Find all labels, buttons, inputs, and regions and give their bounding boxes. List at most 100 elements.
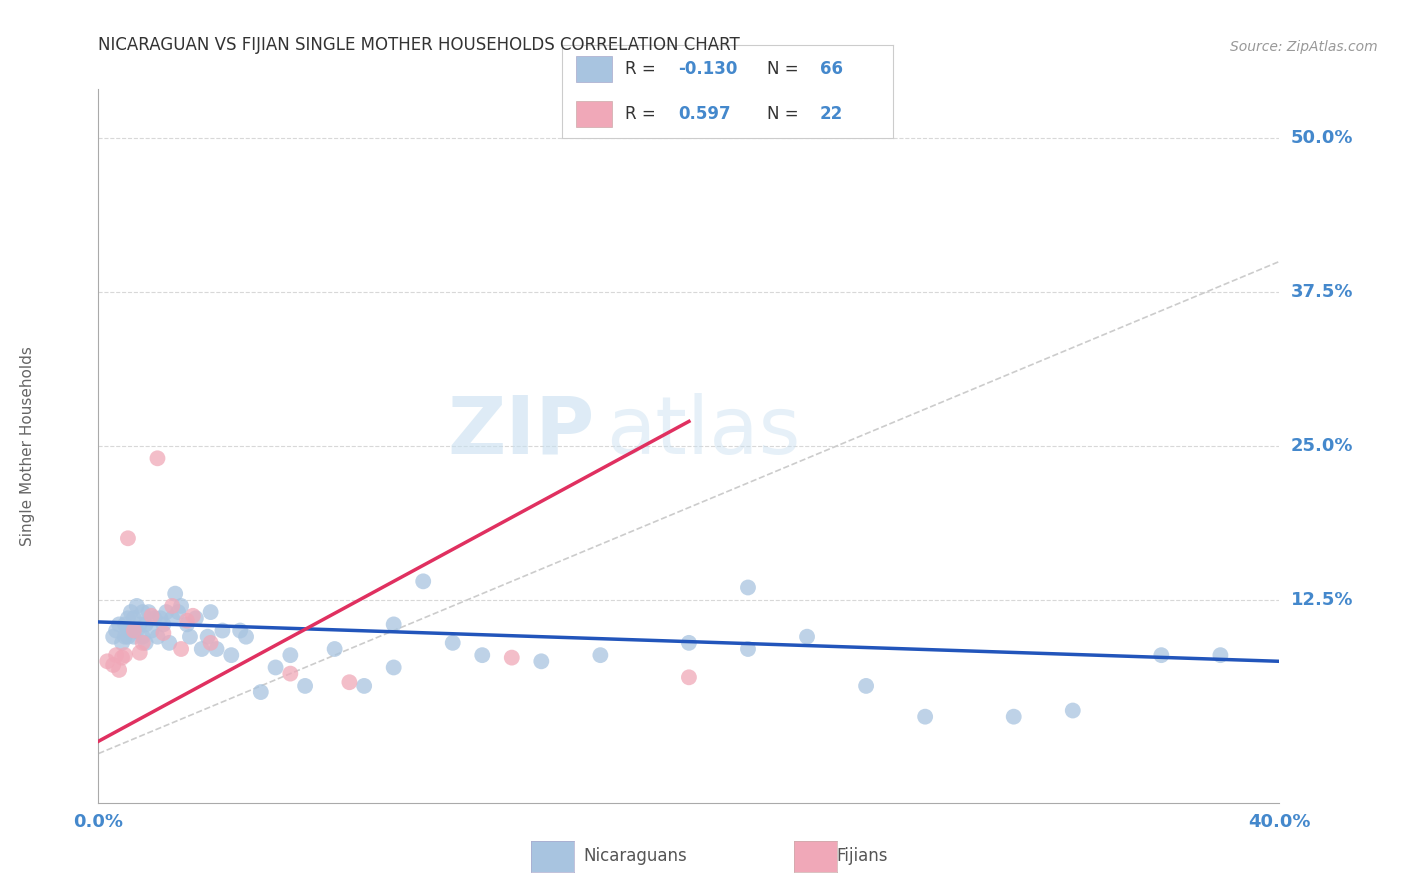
- Point: [105, 624, 128, 638]
- Point: [530, 654, 553, 668]
- Point: [105, 648, 128, 662]
- Text: 0.0%: 0.0%: [73, 813, 124, 830]
- Point: [114, 648, 136, 662]
- Text: N =: N =: [768, 105, 804, 123]
- Point: [441, 636, 464, 650]
- Point: [141, 624, 163, 638]
- Point: [146, 451, 169, 466]
- Point: [170, 642, 193, 657]
- Text: N =: N =: [768, 60, 804, 78]
- Point: [1150, 648, 1173, 662]
- Point: [152, 617, 174, 632]
- Text: 66: 66: [820, 60, 844, 78]
- Point: [114, 630, 136, 644]
- Text: Source: ZipAtlas.com: Source: ZipAtlas.com: [1230, 39, 1378, 54]
- Point: [117, 531, 139, 545]
- Point: [181, 608, 204, 623]
- Point: [294, 679, 316, 693]
- Point: [211, 624, 233, 638]
- Text: 37.5%: 37.5%: [1291, 283, 1353, 301]
- Point: [103, 658, 125, 673]
- Point: [167, 605, 190, 619]
- Point: [278, 648, 302, 662]
- Point: [184, 611, 207, 625]
- Point: [141, 608, 163, 623]
- Point: [1209, 648, 1232, 662]
- Point: [108, 663, 131, 677]
- Point: [176, 617, 198, 632]
- Point: [501, 650, 523, 665]
- Point: [128, 617, 150, 632]
- Point: [146, 630, 169, 644]
- Point: [235, 630, 257, 644]
- Point: [135, 617, 157, 632]
- Text: 0.597: 0.597: [678, 105, 731, 123]
- Point: [122, 611, 145, 625]
- Text: NICARAGUAN VS FIJIAN SINGLE MOTHER HOUSEHOLDS CORRELATION CHART: NICARAGUAN VS FIJIAN SINGLE MOTHER HOUSE…: [98, 36, 740, 54]
- Point: [264, 660, 287, 674]
- Point: [132, 605, 155, 619]
- Text: 22: 22: [820, 105, 844, 123]
- Point: [219, 648, 242, 662]
- Point: [678, 636, 700, 650]
- Text: 40.0%: 40.0%: [1249, 813, 1310, 830]
- Point: [128, 646, 150, 660]
- Text: Fijians: Fijians: [837, 847, 889, 865]
- Point: [179, 630, 201, 644]
- Text: 50.0%: 50.0%: [1291, 129, 1353, 147]
- Text: -0.130: -0.130: [678, 60, 737, 78]
- Point: [132, 630, 155, 644]
- Point: [125, 624, 148, 638]
- Point: [122, 624, 145, 638]
- Point: [337, 675, 360, 690]
- Point: [96, 654, 118, 668]
- Point: [914, 709, 936, 723]
- Point: [855, 679, 877, 693]
- Point: [412, 574, 434, 589]
- Text: R =: R =: [626, 105, 666, 123]
- Point: [149, 611, 172, 625]
- Bar: [575, 56, 612, 82]
- Point: [382, 617, 405, 632]
- Point: [200, 605, 222, 619]
- Point: [117, 624, 139, 638]
- Point: [155, 605, 177, 619]
- Point: [111, 650, 134, 665]
- Point: [589, 648, 612, 662]
- Point: [353, 679, 375, 693]
- Point: [200, 636, 222, 650]
- Point: [162, 599, 183, 613]
- Point: [132, 636, 155, 650]
- Point: [143, 611, 166, 625]
- Point: [157, 636, 180, 650]
- Point: [114, 617, 136, 632]
- Point: [737, 642, 759, 657]
- Point: [471, 648, 494, 662]
- Text: atlas: atlas: [606, 392, 800, 471]
- Text: R =: R =: [626, 60, 661, 78]
- Point: [125, 599, 148, 613]
- Point: [135, 636, 157, 650]
- Text: 12.5%: 12.5%: [1291, 591, 1353, 609]
- Point: [138, 605, 160, 619]
- Point: [170, 599, 193, 613]
- Point: [165, 587, 187, 601]
- Point: [737, 581, 759, 595]
- Point: [117, 611, 139, 625]
- Point: [152, 626, 174, 640]
- Text: 25.0%: 25.0%: [1291, 437, 1353, 455]
- Text: Nicaraguans: Nicaraguans: [583, 847, 688, 865]
- Point: [117, 630, 139, 644]
- Point: [796, 630, 818, 644]
- Point: [678, 670, 700, 684]
- Text: Single Mother Households: Single Mother Households: [20, 346, 35, 546]
- Point: [205, 642, 228, 657]
- Point: [162, 611, 183, 625]
- Point: [382, 660, 405, 674]
- Point: [108, 617, 131, 632]
- Text: ZIP: ZIP: [447, 392, 595, 471]
- Point: [120, 605, 142, 619]
- Point: [120, 624, 142, 638]
- Point: [111, 636, 134, 650]
- Point: [122, 630, 145, 644]
